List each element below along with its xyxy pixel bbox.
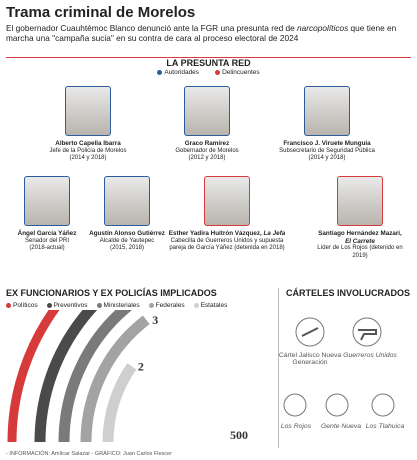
arc [80, 315, 150, 443]
name: Alberto Capella Ibarra [55, 140, 121, 147]
person-name: Graco Ramírez [152, 140, 262, 148]
person-name: Esther Yadira Huitrón Vázquez, La Jefa [162, 230, 292, 238]
legend: Autoridades Delincuentes [0, 69, 417, 76]
years: (2018-actual) [29, 245, 65, 251]
photo [184, 86, 230, 136]
alias: El Carrete [345, 237, 375, 245]
name: Santiago Hernández Mazari, [318, 230, 402, 237]
role: Subsecretario de Seguridad Pública [279, 147, 375, 154]
role: Gobernador de Morelos [175, 147, 239, 154]
person-name: Francisco J. Viruete Munguía [272, 140, 382, 148]
legend-label: Delincuentes [222, 69, 260, 76]
intro: El gobernador Cuauhtémoc Blanco denunció… [6, 23, 411, 43]
photo [24, 176, 70, 226]
legend-item: Estatales [193, 302, 228, 309]
years: (2014 y 2018) [308, 155, 346, 161]
arc [7, 310, 60, 443]
name: Graco Ramírez [184, 140, 230, 147]
legend-dot [157, 69, 163, 75]
person: Alberto Capella Ibarra Jefe de la Policía… [33, 86, 143, 163]
years: pareja de García Yáñez (detenida en 2018… [169, 245, 285, 251]
cartel-label: Los Rojos [280, 423, 312, 430]
photo [337, 176, 383, 226]
years: (2012 y 2018) [188, 155, 226, 161]
years: (2014 y 2018) [69, 155, 107, 161]
legend-label: Estatales [200, 302, 228, 309]
photo [204, 176, 250, 226]
icon-glyph [301, 327, 377, 341]
intro-text: El gobernador Cuauhtémoc Blanco denunció… [6, 23, 298, 33]
person-name: Santiago Hernández Mazari, El Carrete [313, 230, 408, 245]
legend-label: Federales [155, 302, 185, 309]
icon [325, 393, 349, 417]
role: Cabecilla de Guerreros Unidos y supuesta [170, 237, 284, 244]
divider [6, 57, 411, 58]
person: Esther Yadira Huitrón Vázquez, La Jefa Ca… [162, 176, 292, 253]
legend-label: Preventivos [53, 302, 88, 309]
photo [104, 176, 150, 226]
value-label: 3 [152, 313, 158, 327]
person: Ángel García Yáñez Senador del PRI (2018-a… [0, 176, 95, 253]
legend-label: Ministeriales [103, 302, 140, 309]
person: Agustín Alonso Gutiérrez Alcalde de Yaute… [80, 176, 175, 253]
cartel-icons [283, 317, 395, 417]
footer: - INFORMACIÓN: Amílcar Salazar - GRÁFICO… [6, 451, 172, 457]
legend-item: Políticos [6, 302, 38, 309]
intro-text: narcopolíticos [297, 23, 349, 33]
arc [58, 310, 133, 443]
photo [65, 86, 111, 136]
divider [278, 288, 279, 448]
legend-dot [193, 302, 199, 308]
alias: La Jefa [263, 230, 286, 237]
legend-item: Federales [148, 302, 185, 309]
cartel-label: Gente Nueva [320, 423, 362, 430]
legend-dot [148, 302, 154, 308]
icon [283, 393, 307, 417]
role: Líder de Los Rojos (detenido en 2019) [317, 245, 403, 259]
role: Senador del PRI [24, 237, 70, 244]
legend-label: Políticos [13, 302, 38, 309]
legend-dot [46, 302, 52, 308]
cartel-label: Cártel Jalisco Nueva Generación [278, 352, 342, 366]
legend-dot [96, 302, 102, 308]
name: Esther Yadira Huitrón Vázquez, [168, 230, 264, 237]
legend: Políticos Preventivos Ministeriales Federal… [6, 302, 236, 309]
icon [295, 317, 325, 347]
years: (2015, 2018) [109, 245, 145, 251]
name: Ángel García Yáñez [17, 230, 77, 237]
legend-item: Ministeriales [96, 302, 140, 309]
value-label: 500 [230, 428, 248, 442]
section-title: EX FUNCIONARIOS Y EX POLICÍAS IMPLICADOS [6, 288, 217, 298]
person: Francisco J. Viruete Munguía Subsecretari… [272, 86, 382, 163]
arc-chart: 5004332 [7, 310, 248, 443]
arc [34, 310, 98, 443]
arc [102, 363, 137, 443]
photo [304, 86, 350, 136]
name: Francisco J. Viruete Munguía [283, 140, 371, 147]
section-title: LA PRESUNTA RED [166, 58, 251, 68]
person: Santiago Hernández Mazari, El Carrete Líde… [313, 176, 408, 260]
role: Alcalde de Yautepec [99, 237, 155, 244]
person-name: Agustín Alonso Gutiérrez [80, 230, 175, 238]
legend-item: Preventivos [46, 302, 88, 309]
name: Agustín Alonso Gutiérrez [89, 230, 165, 237]
person-name: Alberto Capella Ibarra [33, 140, 143, 148]
intro-text: que tiene en marcha una "campaña sucia" … [6, 23, 397, 43]
section-title: CÁRTELES INVOLUCRADOS [286, 288, 411, 298]
legend-item: Autoridades [157, 69, 199, 76]
person-name: Ángel García Yáñez [0, 230, 95, 238]
legend-dot [215, 69, 221, 75]
cartel-label: Los Tlahuica [365, 423, 405, 430]
icon [352, 317, 382, 347]
legend-item: Delincuentes [215, 69, 260, 76]
icon [371, 393, 395, 417]
person: Graco Ramírez Gobernador de Morelos (2012 … [152, 86, 262, 163]
cartel-label: Guerreros Unidos [343, 352, 397, 359]
legend-label: Autoridades [164, 69, 200, 76]
legend-dot [6, 302, 11, 308]
title: Trama criminal de Morelos [6, 4, 196, 21]
role: Jefe de la Policía de Morelos [49, 147, 127, 154]
value-label: 2 [138, 359, 144, 373]
